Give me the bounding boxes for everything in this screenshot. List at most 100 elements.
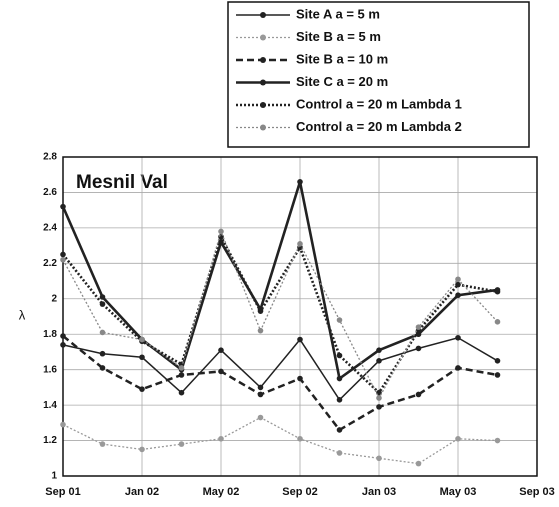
legend-box [227,1,530,148]
point [218,435,224,442]
point [494,288,501,295]
point [139,354,145,361]
legend-marker [260,102,266,108]
point [139,446,145,453]
point [60,203,66,210]
y-tick-label: 2.6 [43,187,57,198]
point [178,372,185,378]
point [60,333,66,339]
point [455,292,461,299]
line [61,233,498,395]
line [61,181,498,381]
y-tick-label: 1.2 [43,435,57,446]
point [60,421,66,428]
y-tick-label: 1 [51,471,57,482]
legend-marker [260,34,266,41]
point [336,396,343,403]
point [139,336,145,343]
point [99,365,106,371]
point [415,324,422,330]
y-axis-label: λ [19,307,26,322]
point [376,358,382,364]
point [257,391,264,398]
legend-label: Site B a = 5 m [296,29,381,44]
point [178,389,185,396]
point [376,455,382,462]
y-tick-label: 2.4 [43,223,57,234]
point [297,179,303,185]
point [257,308,264,314]
point [455,334,461,341]
legend-marker [260,57,266,63]
legend-label: Site B a = 10 m [296,51,388,66]
point [139,386,145,392]
y-tick-label: 1.6 [43,364,57,375]
point [336,375,343,382]
legend-marker [260,12,266,18]
point [99,441,106,447]
point [494,358,501,364]
point [336,427,343,433]
line [62,336,498,401]
y-tick-label: 1.8 [43,329,57,340]
line [62,229,498,400]
x-tick-label: May 02 [203,486,240,498]
point [415,391,422,398]
point [494,437,501,444]
x-tick-label: Sep 03 [519,486,554,498]
point [376,395,382,401]
line [62,416,498,465]
point [99,294,106,300]
point [99,350,106,357]
line [62,335,498,432]
point [415,460,422,467]
y-tick-label: 2 [51,293,57,304]
y-tick-label: 2.8 [43,152,57,163]
x-tick-label: Jan 02 [125,486,159,498]
point [494,372,501,378]
point [336,317,343,323]
point [60,256,66,263]
legend-label: Control a = 20 m Lambda 1 [296,96,462,111]
x-tick-label: Sep 02 [282,486,317,498]
chart-title: Mesnil Val [76,172,168,193]
point [218,228,224,235]
legend-label: Site C a = 20 m [296,74,388,89]
legend-marker [260,79,266,86]
point [178,365,185,371]
point [336,450,343,456]
point [376,347,382,353]
point [297,435,303,442]
point [99,329,106,336]
point [376,404,382,410]
point [218,368,224,375]
point [494,319,501,325]
legend-label: Control a = 20 m Lambda 2 [296,119,462,134]
point [297,336,303,343]
legend-marker [260,124,266,131]
y-tick-label: 1.4 [43,400,57,411]
point [178,441,185,447]
legend-label: Site A a = 5 m [296,6,380,21]
point [60,251,66,258]
point [257,414,264,421]
point [297,241,303,247]
point [257,327,264,334]
point [336,352,343,359]
point [218,347,224,353]
x-tick-label: Jan 03 [362,486,396,498]
x-tick-label: May 03 [440,486,477,498]
point [415,345,422,352]
point [257,384,264,391]
x-tick-label: Sep 01 [45,486,80,498]
point [297,375,303,382]
point [455,276,461,283]
point [99,301,106,307]
point [455,281,461,288]
point [60,342,66,348]
plot-frame [62,156,538,477]
point [455,365,461,371]
y-tick-label: 2.2 [43,258,57,269]
point [455,435,461,442]
